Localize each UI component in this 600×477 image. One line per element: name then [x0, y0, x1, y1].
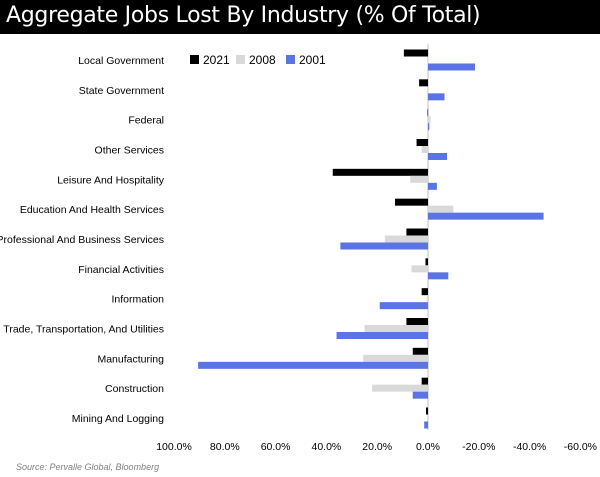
bar-2001-8 [379, 302, 428, 310]
x-tick-label: -40.0% [513, 441, 546, 453]
category-label: Trade, Transportation, And Utilities [3, 324, 164, 336]
category-label: Mining And Logging [72, 413, 164, 425]
bar-2008-0 [428, 56, 429, 64]
x-tick-label: 100.0% [156, 441, 192, 453]
bar-2021-12 [425, 407, 428, 415]
bar-2021-10 [412, 347, 428, 355]
title-bar: Aggregate Jobs Lost By Industry (% Of To… [0, 0, 600, 34]
bar-2001-2 [428, 123, 430, 131]
chart-title: Aggregate Jobs Lost By Industry (% Of To… [6, 3, 481, 28]
category-label: Professional And Business Services [0, 234, 164, 246]
bar-2008-5 [428, 205, 454, 213]
bar-2008-10 [363, 354, 428, 362]
bar-2021-3 [416, 139, 428, 146]
bar-2021-5 [394, 198, 428, 206]
legend-label-2001: 2001 [299, 53, 326, 67]
bar-2001-4 [428, 182, 437, 190]
legend-swatch-2008 [236, 55, 245, 64]
bar-2021-8 [421, 288, 428, 296]
source-note: Source: Pervalle Global, Bloomberg [16, 462, 160, 472]
bar-2008-2 [428, 116, 431, 124]
bar-2021-0 [403, 49, 428, 57]
category-label: Construction [105, 383, 164, 395]
bar-2021-11 [421, 377, 428, 385]
category-label: Federal [128, 115, 164, 127]
category-label: Manufacturing [97, 353, 164, 365]
legend-label-2008: 2008 [249, 53, 276, 67]
bar-2001-0 [428, 63, 475, 71]
bar-2008-7 [411, 265, 428, 273]
x-tick-label: 60.0% [261, 441, 291, 453]
bar-2001-11 [412, 391, 428, 399]
bar-2001-5 [428, 212, 544, 220]
bar-2021-1 [419, 79, 428, 87]
bar-2021-9 [406, 318, 428, 325]
bar-2008-1 [428, 86, 429, 94]
x-tick-label: -20.0% [462, 441, 495, 453]
bar-2008-3 [421, 146, 428, 153]
bar-chart: Local Government State Government Federal O… [0, 44, 597, 453]
category-label: Other Services [95, 145, 164, 157]
bar-2008-4 [410, 175, 428, 183]
x-tick-label: -60.0% [564, 441, 597, 453]
bar-2001-6 [340, 242, 428, 250]
bar-2008-12 [427, 414, 428, 422]
legend-swatch-2001 [286, 55, 295, 64]
legend-swatch-2021 [190, 55, 199, 64]
x-tick-label: 20.0% [362, 441, 392, 453]
bar-2001-9 [336, 332, 428, 339]
bar-2021-2 [427, 109, 429, 117]
bar-2008-8 [426, 295, 428, 303]
bar-2008-9 [364, 325, 428, 332]
bar-2001-3 [428, 153, 448, 160]
bar-2008-6 [384, 235, 428, 243]
bar-2001-1 [428, 93, 445, 101]
bar-2021-7 [425, 258, 428, 266]
category-label: Financial Activities [78, 264, 164, 276]
x-tick-label: 40.0% [312, 441, 342, 453]
legend-label-2021: 2021 [203, 53, 230, 67]
x-tick-label: 0.0% [416, 441, 440, 453]
x-tick-label: 80.0% [210, 441, 240, 453]
bar-2001-12 [424, 421, 428, 429]
category-label: State Government [79, 85, 164, 97]
bar-2021-6 [406, 228, 428, 236]
bar-2008-11 [372, 384, 428, 392]
bar-2021-4 [332, 168, 428, 176]
category-label: Leisure And Hospitality [57, 174, 165, 186]
category-label: Information [111, 294, 164, 306]
bar-2001-10 [198, 361, 428, 369]
category-label: Local Government [78, 55, 164, 67]
category-label: Education And Health Services [20, 204, 164, 216]
bar-2001-7 [428, 272, 449, 280]
